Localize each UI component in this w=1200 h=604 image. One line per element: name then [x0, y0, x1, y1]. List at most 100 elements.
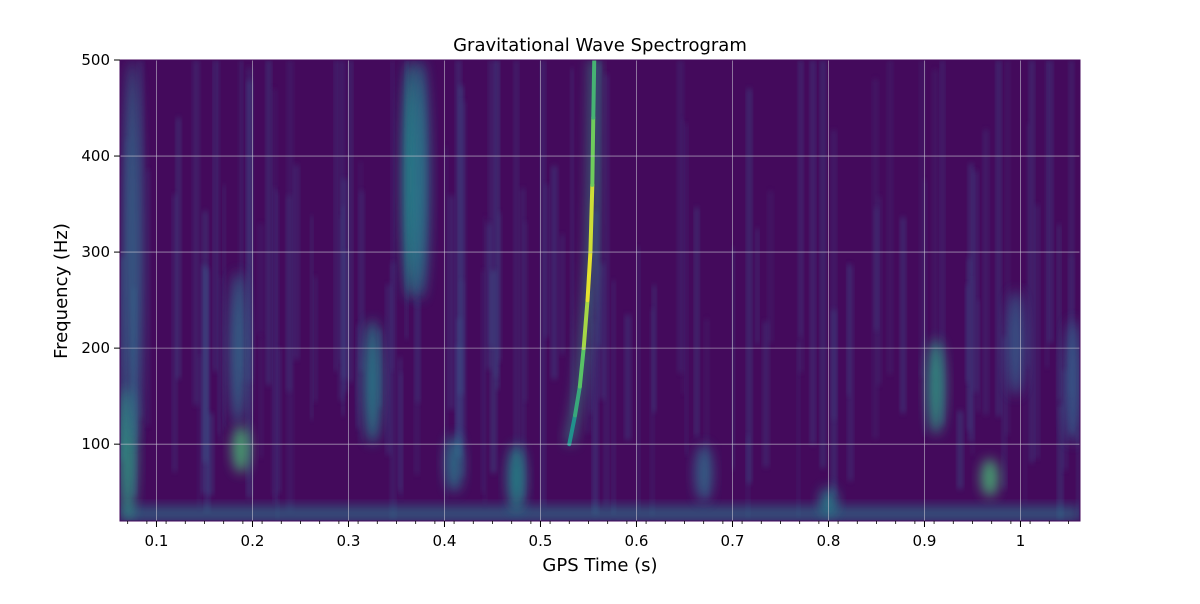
noise-stripe [1035, 204, 1039, 459]
noise-stripe [571, 68, 574, 419]
noise-stripe [969, 163, 974, 442]
noise-stripe [456, 60, 461, 455]
noise-stripe [1069, 60, 1074, 434]
grid-lines [120, 60, 1080, 521]
noise-stripe [820, 60, 825, 469]
noise-stripe [272, 89, 277, 496]
noise-stripe [259, 335, 263, 458]
noise-stripe [589, 289, 593, 414]
noise-stripe [797, 342, 800, 519]
noise-stripe [219, 276, 223, 444]
noise-stripe [705, 319, 709, 499]
noise-stripe [544, 184, 549, 338]
noise-stripe [1002, 336, 1006, 489]
noise-stripe [173, 194, 177, 472]
noise-stripe [874, 207, 878, 331]
chirp-segment [577, 346, 586, 389]
noise-stripe [342, 178, 347, 379]
noise-stripe [294, 164, 299, 360]
noise-stripe [398, 357, 402, 492]
noise-stripe [920, 60, 925, 378]
noise-stripe [1006, 60, 1010, 435]
noise-stripe [1029, 60, 1034, 463]
noise-stripe [625, 314, 631, 441]
x-tick-label: 0.8 [817, 532, 841, 550]
x-tick-label: 0.4 [433, 532, 457, 550]
noise-stripe [1077, 432, 1080, 519]
spectral-feature [507, 444, 526, 512]
plot-frame [119, 59, 1081, 522]
noise-stripe [1048, 60, 1053, 343]
x-tick-label: 0.9 [913, 532, 937, 550]
spectral-feature [980, 458, 999, 497]
noise-stripe [208, 413, 213, 496]
noise-stripes [120, 60, 1080, 521]
noise-stripe [847, 263, 850, 396]
noise-stripe [223, 185, 226, 430]
noise-stripe [763, 321, 769, 468]
spectral-feature [694, 444, 713, 502]
chart-title: Gravitational Wave Spectrogram [453, 35, 747, 56]
noise-stripe [448, 195, 454, 410]
noise-stripe [238, 60, 242, 369]
chirp-segment [567, 413, 578, 447]
noise-stripe [965, 284, 969, 383]
x-tick-label: 0.1 [145, 532, 169, 550]
noise-stripe [604, 74, 609, 506]
noise-stripe [460, 101, 466, 444]
noise-stripe [996, 60, 1001, 417]
chirp-segment [573, 384, 582, 418]
noise-stripe [694, 207, 699, 437]
noise-stripe [356, 324, 359, 429]
noise-stripe [486, 223, 492, 370]
noise-stripe [217, 60, 220, 434]
noise-stripe [971, 277, 975, 455]
noise-stripe [391, 60, 394, 371]
noise-stripe [444, 146, 448, 501]
noise-stripe [652, 285, 656, 413]
noise-stripe [359, 191, 364, 371]
y-tick-label: 200 [81, 339, 110, 357]
noise-stripe [520, 188, 525, 499]
noise-stripe [390, 262, 396, 521]
noise-stripe [247, 80, 252, 499]
noise-stripe [1045, 60, 1049, 368]
noise-stripe [1057, 224, 1061, 402]
noise-stripe [494, 60, 498, 377]
noise-stripe [483, 217, 487, 504]
noise-stripe [888, 60, 893, 375]
noise-stripe [491, 270, 496, 474]
noise-stripe [877, 196, 881, 386]
noise-stripe [314, 276, 317, 402]
noise-stripe [1023, 284, 1027, 504]
noise-stripe [831, 130, 836, 420]
x-tick-label: 0.7 [721, 532, 745, 550]
spectral-feature [411, 60, 430, 301]
noise-stripe [1062, 370, 1068, 471]
x-axis-label: GPS Time (s) [542, 555, 657, 576]
noise-stripe [551, 165, 557, 380]
plot-area [120, 60, 1080, 521]
noise-stripe [599, 263, 605, 400]
chirp-segment [590, 115, 596, 187]
noise-stripe [258, 223, 263, 335]
x-axis: 0.1 0.2 0.3 0.4 0.5 0.6 0.7 0.8 0.9 1 [127, 521, 1069, 550]
noise-stripe [798, 60, 803, 373]
low-frequency-band [120, 506, 1080, 521]
noise-stripe [193, 60, 199, 406]
spectral-feature [1064, 319, 1080, 445]
noise-stripe [768, 191, 773, 343]
spectral-feature [1006, 290, 1025, 397]
noise-stripe [677, 60, 683, 373]
y-axis-label: Frequency (Hz) [51, 223, 72, 359]
noise-stripe [240, 60, 243, 382]
noise-stripe [334, 60, 337, 372]
noise-stripe [586, 354, 591, 433]
noise-stripe [685, 123, 688, 455]
chirp-segment [591, 60, 597, 120]
noise-stripe [973, 170, 978, 392]
noise-stripe [1026, 123, 1029, 367]
y-tick-label: 300 [81, 243, 110, 261]
noise-stripe [957, 410, 963, 489]
noise-stripe [514, 60, 518, 461]
